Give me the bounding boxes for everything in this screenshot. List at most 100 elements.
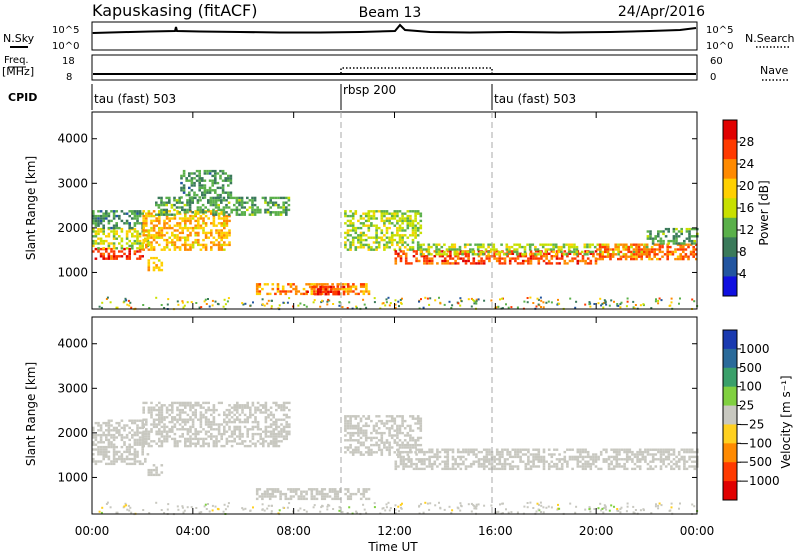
power-cell	[227, 174, 230, 178]
velocity-cell	[401, 417, 404, 420]
velocity-cell	[680, 455, 684, 459]
power-cell	[385, 212, 389, 215]
velocity-cell	[284, 495, 288, 498]
velocity-cell	[654, 505, 657, 508]
power-cell	[495, 257, 499, 260]
power-cell	[373, 301, 376, 304]
power-cell	[131, 235, 134, 238]
velocity-cell	[249, 509, 252, 512]
power-cell	[198, 179, 201, 182]
velocity-cell	[318, 490, 321, 493]
velocity-cell	[508, 450, 512, 454]
velocity-cell	[351, 427, 355, 430]
power-cell	[346, 238, 350, 242]
velocity-cell	[490, 462, 494, 466]
velocity-cell	[125, 450, 129, 454]
power-cell	[248, 213, 252, 216]
velocity-cell	[147, 432, 151, 436]
power-cell	[165, 241, 169, 244]
power-cell	[212, 219, 216, 223]
velocity-cell	[475, 503, 478, 506]
power-cell	[689, 253, 693, 256]
power-cell	[414, 210, 417, 213]
power-cell	[416, 243, 420, 247]
velocity-cell	[266, 507, 269, 510]
velocity-cell	[238, 420, 242, 424]
velocity-cell	[125, 424, 129, 427]
power-cell	[287, 283, 290, 286]
power-cell	[199, 214, 203, 218]
power-cell	[115, 255, 118, 258]
velocity-cell	[625, 455, 629, 459]
power-cell	[678, 302, 680, 305]
power-cell	[133, 224, 137, 227]
velocity-cell	[385, 441, 389, 444]
power-cell	[617, 304, 620, 307]
power-cell	[393, 212, 397, 215]
velocity-cell	[115, 436, 118, 439]
power-cell	[398, 236, 402, 239]
power-cell	[209, 201, 213, 204]
power-cell	[284, 292, 288, 296]
velocity-cell	[633, 462, 637, 466]
power-cell	[302, 287, 306, 291]
velocity-cell	[417, 460, 421, 463]
power-cell	[158, 234, 161, 237]
velocity-cell	[495, 467, 499, 471]
power-cell	[399, 298, 402, 301]
velocity-cell	[115, 453, 118, 456]
power-cell	[645, 250, 649, 254]
power-cell	[477, 259, 481, 263]
power-cell	[261, 298, 264, 301]
power-cell	[123, 252, 126, 256]
power-cell	[507, 306, 510, 309]
velocity-cell	[638, 460, 642, 463]
velocity-cell	[477, 503, 480, 506]
power-cell	[482, 259, 486, 263]
velocity-cell	[610, 455, 613, 459]
power-cell	[217, 246, 221, 249]
velocity-cell	[264, 411, 268, 414]
power-cell	[289, 283, 293, 286]
power-cell	[401, 212, 404, 215]
power-cell	[175, 201, 179, 204]
power-cell	[388, 219, 391, 223]
velocity-cell	[271, 490, 275, 493]
velocity-cell	[220, 444, 223, 448]
power-cell	[186, 208, 189, 212]
velocity-cell	[545, 460, 548, 463]
power-cell	[197, 219, 200, 223]
power-cell	[198, 189, 201, 192]
power-cell	[155, 296, 158, 299]
power-cell	[155, 231, 158, 235]
power-cell	[459, 250, 463, 253]
power-cell	[419, 253, 423, 256]
power-cell	[677, 230, 681, 233]
power-cell	[445, 253, 449, 256]
power-cell	[157, 213, 161, 216]
velocity-cell	[670, 506, 673, 509]
velocity-cell	[238, 406, 242, 409]
velocity-cell	[443, 455, 447, 459]
velocity-cell	[199, 437, 203, 441]
velocity-cell	[506, 448, 509, 451]
power-cell	[390, 212, 394, 215]
velocity-cell	[529, 501, 532, 504]
y-tick-label: 1000	[57, 470, 88, 484]
velocity-cell	[267, 435, 270, 438]
power-cell	[451, 257, 455, 260]
power-cell	[191, 226, 195, 230]
velocity-cell	[147, 435, 151, 438]
power-cell	[675, 227, 678, 231]
velocity-cell	[225, 440, 229, 443]
power-cell	[555, 250, 559, 253]
velocity-cell	[125, 433, 129, 437]
velocity-cell	[654, 465, 658, 468]
power-cell	[97, 219, 100, 223]
velocity-cell	[238, 428, 242, 431]
power-cell	[370, 217, 373, 220]
velocity-cell	[267, 413, 270, 417]
power-cell	[246, 208, 249, 212]
velocity-cell	[145, 420, 148, 424]
velocity-cell	[228, 420, 231, 424]
